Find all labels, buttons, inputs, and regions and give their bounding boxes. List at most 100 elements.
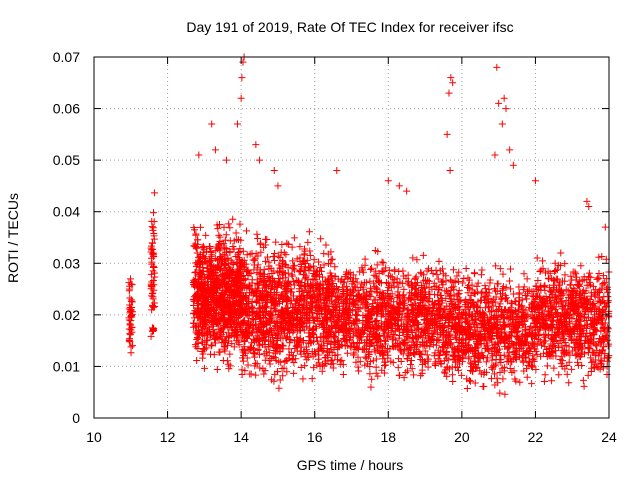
data-point [449,266,457,274]
data-point [276,376,284,384]
data-point [230,333,238,341]
data-point [278,240,286,248]
data-point [319,329,327,337]
data-point [365,337,373,345]
data-point [500,94,508,102]
data-point [540,298,548,306]
data-point [431,349,439,357]
data-point [433,271,441,279]
data-point [265,337,273,345]
data-point [595,334,603,342]
data-point [573,318,581,326]
data-point [208,251,216,259]
data-point [315,258,323,266]
data-point [202,231,210,239]
data-point [395,371,403,379]
data-point [280,364,288,372]
data-point [412,311,420,319]
data-point [466,303,474,311]
data-point [562,342,570,350]
data-point [431,310,439,318]
data-point [327,327,335,335]
data-point [289,352,297,360]
data-point [203,311,211,319]
data-point [390,309,398,317]
data-point [329,313,337,321]
data-point [566,291,574,299]
data-point [229,215,237,223]
data-point [524,362,532,370]
data-point [572,338,580,346]
data-point [568,330,576,338]
data-point [407,301,415,309]
data-point [448,371,456,379]
data-point [282,251,290,259]
data-point [523,275,531,283]
data-point [215,301,223,309]
data-point [308,375,316,383]
data-point [301,362,309,370]
data-point [284,240,292,248]
data-point [424,363,432,371]
data-point [266,316,274,324]
data-point [459,279,467,287]
data-point [222,248,230,256]
data-point [285,345,293,353]
data-point [215,348,223,356]
data-point [128,342,136,350]
data-point [331,284,339,292]
data-point [560,335,568,343]
data-point [399,304,407,312]
data-point [310,269,318,277]
data-point [356,358,364,366]
data-point [366,314,374,322]
data-point [256,156,264,164]
data-point [533,340,541,348]
data-point [294,277,302,285]
data-point [346,287,354,295]
data-point [536,293,544,301]
data-point [467,377,475,385]
data-point [561,338,569,346]
data-point [284,280,292,288]
data-point [449,378,457,386]
data-point [296,281,304,289]
data-point [261,356,269,364]
data-point [480,382,488,390]
data-point [150,189,158,197]
data-point [590,291,598,299]
data-point [561,260,569,268]
data-point [406,295,414,303]
data-point [230,343,238,351]
data-point [462,347,470,355]
data-point [497,333,505,341]
data-point [264,290,272,298]
data-point [199,354,207,362]
data-point [305,333,313,341]
data-point [315,282,323,290]
data-point [238,335,246,343]
data-point [361,353,369,361]
data-point [586,296,594,304]
data-point [494,325,502,333]
data-point [147,332,155,340]
data-point [310,294,318,302]
data-point [147,270,155,278]
data-point [513,313,521,321]
data-point [587,340,595,348]
data-point [577,322,585,330]
data-point [556,262,564,270]
data-point [518,332,526,340]
data-point [521,317,529,325]
data-point [386,292,394,300]
data-point [454,366,462,374]
data-point [253,230,261,238]
data-point [260,287,268,295]
data-point [233,275,241,283]
data-point [215,334,223,342]
data-point [303,256,311,264]
data-point [211,316,219,324]
data-point [150,230,158,238]
data-point [528,380,536,388]
